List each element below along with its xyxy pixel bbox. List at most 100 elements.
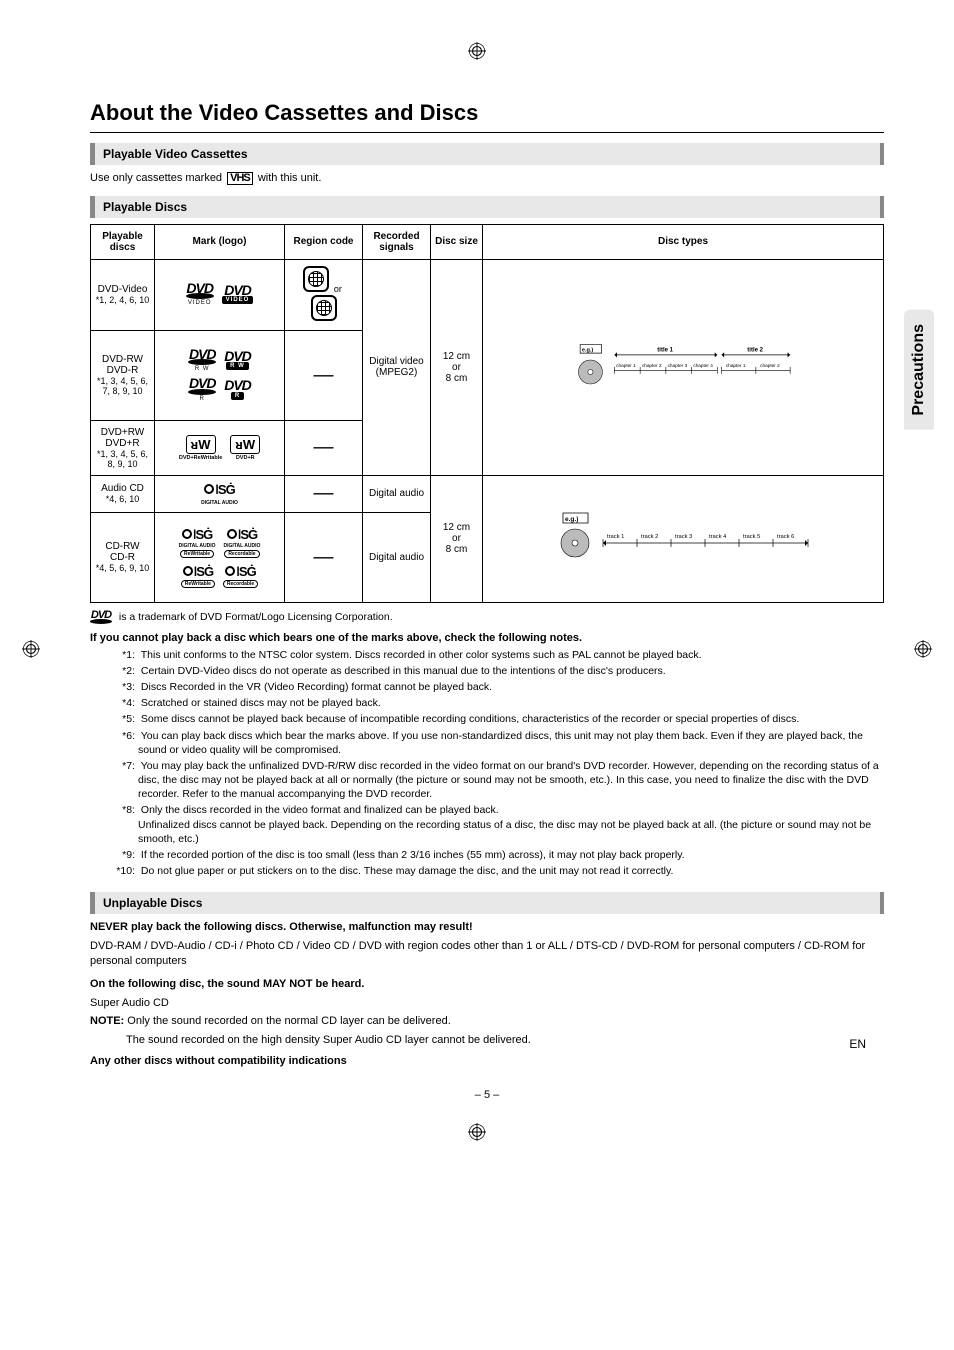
region-globe-icon	[311, 295, 337, 321]
cell-disc-types: e.g.) track 1 track 2 track 3 track 4 tr…	[483, 475, 884, 602]
cd-r-logo-icon: ǀSĠDIGITAL AUDIORecordable	[224, 527, 261, 558]
note-item: *9: If the recorded portion of the disc …	[114, 848, 884, 862]
th-playable: Playable discs	[91, 224, 155, 259]
sound-text: Super Audio CD	[90, 996, 884, 1011]
note-item: *5: Some discs cannot be played back bec…	[114, 712, 884, 726]
cell-signals: Digital video (MPEG2)	[363, 259, 431, 475]
disc-name: DVD+R	[105, 438, 139, 449]
disc-name: DVD+RW	[101, 427, 144, 438]
th-signals: Recorded signals	[363, 224, 431, 259]
cell-region: or	[285, 259, 363, 330]
never-text: DVD-RAM / DVD-Audio / CD-i / Photo CD / …	[90, 939, 884, 969]
svg-text:track 3: track 3	[675, 534, 692, 540]
dvd-logo-icon: DVDVIDEO	[222, 285, 254, 304]
or-text: or	[334, 284, 342, 294]
note-line-2: The sound recorded on the high density S…	[90, 1033, 884, 1048]
language-indicator: EN	[849, 1037, 866, 1051]
cell-region: —	[285, 512, 363, 602]
disc-name: CD-RW	[105, 541, 139, 552]
cell-disc-name: DVD+RW DVD+R *1, 3, 4, 5, 6, 8, 9, 10	[91, 420, 155, 475]
vhs-logo-icon: VHS	[227, 172, 253, 185]
cell-size: 12 cm or 8 cm	[431, 475, 483, 602]
th-types: Disc types	[483, 224, 884, 259]
never-heading: NEVER play back the following discs. Oth…	[90, 920, 884, 935]
other-heading: Any other discs without compatibility in…	[90, 1054, 884, 1069]
cell-signals: Digital audio	[363, 475, 431, 512]
cell-logo: ǀSĠDIGITAL AUDIOReWritable ǀSĠDIGITAL AU…	[155, 512, 285, 602]
svg-text:track 5: track 5	[743, 534, 760, 540]
dvd-logo-icon: DVDVIDEO	[186, 283, 214, 306]
section-playable-cassettes: Playable Video Cassettes	[90, 143, 884, 165]
cell-disc-name: DVD-Video *1, 2, 4, 6, 10	[91, 259, 155, 330]
svg-text:title 2: title 2	[747, 347, 763, 353]
section-heading: Playable Video Cassettes	[103, 147, 248, 161]
disc-notes: *4, 6, 10	[95, 494, 150, 504]
note-item: *10: Do not glue paper or put stickers o…	[114, 864, 884, 878]
svg-text:track 4: track 4	[709, 534, 727, 540]
cd-structure-diagram: e.g.) track 1 track 2 track 3 track 4 tr…	[487, 507, 879, 567]
region-globe-icon	[303, 266, 329, 292]
note-item: *3: Discs Recorded in the VR (Video Reco…	[114, 680, 884, 694]
svg-text:chapter 2: chapter 2	[760, 363, 780, 368]
dvd-rw-logo-icon: DVDR W	[188, 349, 216, 372]
cell-disc-types: e.g.) title 1 title 2	[483, 259, 884, 475]
playable-discs-table: Playable discs Mark (logo) Region code R…	[90, 224, 884, 603]
section-heading: Unplayable Discs	[103, 896, 202, 910]
disc-name: DVD-R	[107, 365, 139, 376]
note-item: *4: Scratched or stained discs may not b…	[114, 696, 884, 710]
dvd-r-logo-icon: DVDR	[188, 378, 216, 401]
svg-text:e.g.): e.g.)	[582, 347, 594, 353]
cell-region: —	[285, 420, 363, 475]
note-label: NOTE:	[90, 1015, 124, 1027]
text: is a trademark of DVD Format/Logo Licens…	[119, 611, 393, 623]
notes-list: *1: This unit conforms to the NTSC color…	[90, 648, 884, 879]
cell-logo: DVDR W DVDR W DVDR DVDR	[155, 330, 285, 420]
svg-text:track 6: track 6	[777, 534, 794, 540]
disc-name: DVD-RW	[102, 354, 143, 365]
cell-disc-name: CD-RW CD-R *4, 5, 6, 9, 10	[91, 512, 155, 602]
section-playable-discs: Playable Discs	[90, 196, 884, 218]
note-item: *8: Only the discs recorded in the video…	[114, 803, 884, 846]
cassettes-instruction: Use only cassettes marked VHS with this …	[90, 171, 884, 186]
cd-r-logo-icon: ǀSĠRecordable	[223, 564, 258, 588]
cell-size: 12 cm or 8 cm	[431, 259, 483, 475]
cd-rw-logo-icon: ǀSĠDIGITAL AUDIOReWritable	[179, 527, 216, 558]
note-item: *2: Certain DVD-Video discs do not opera…	[114, 664, 884, 678]
dvd-rw-logo-icon: DVDR W	[224, 351, 251, 370]
text: Use only cassettes marked	[90, 172, 225, 184]
cd-rw-logo-icon: ǀSĠReWritable	[181, 564, 215, 588]
cell-disc-name: DVD-RW DVD-R *1, 3, 4, 5, 6, 7, 8, 9, 10	[91, 330, 155, 420]
svg-text:track 2: track 2	[641, 534, 658, 540]
dvd-logo-icon: DVD	[90, 611, 112, 624]
note-line: NOTE: Only the sound recorded on the nor…	[90, 1014, 884, 1029]
page-number: – 5 –	[90, 1089, 884, 1101]
disc-name: DVD-Video	[98, 284, 148, 295]
note-item: *7: You may play back the unfinalized DV…	[114, 759, 884, 802]
sound-heading: On the following disc, the sound MAY NOT…	[90, 977, 884, 992]
dvd-structure-diagram: e.g.) title 1 title 2	[487, 336, 879, 396]
svg-text:chapter 3: chapter 3	[668, 363, 688, 368]
cell-logo: ᴚWDVD+ReWritable ᴚWDVD+R	[155, 420, 285, 475]
svg-text:chapter 1: chapter 1	[616, 363, 636, 368]
th-size: Disc size	[431, 224, 483, 259]
cell-signals: Digital audio	[363, 512, 431, 602]
svg-text:chapter 2: chapter 2	[642, 363, 662, 368]
cell-disc-name: Audio CD *4, 6, 10	[91, 475, 155, 512]
dvd-plus-rw-logo-icon: ᴚWDVD+ReWritable	[179, 435, 222, 461]
text: with this unit.	[258, 172, 322, 184]
cell-logo: DVDVIDEO DVDVIDEO	[155, 259, 285, 330]
cell-logo: ǀSĠ DIGITAL AUDIO	[155, 475, 285, 512]
th-region: Region code	[285, 224, 363, 259]
cell-region: —	[285, 475, 363, 512]
section-unplayable-discs: Unplayable Discs	[90, 892, 884, 914]
disc-notes: *1, 2, 4, 6, 10	[95, 295, 150, 305]
section-heading: Playable Discs	[103, 200, 187, 214]
svg-text:chapter 1: chapter 1	[726, 363, 746, 368]
notes-heading: If you cannot play back a disc which bea…	[90, 632, 884, 644]
disc-notes: *1, 3, 4, 5, 6, 8, 9, 10	[95, 449, 150, 469]
note-item: *6: You can play back discs which bear t…	[114, 729, 884, 757]
svg-text:chapter 4: chapter 4	[693, 363, 713, 368]
disc-name: Audio CD	[101, 483, 144, 494]
svg-text:title 1: title 1	[657, 347, 673, 353]
trademark-notice: DVD is a trademark of DVD Format/Logo Li…	[90, 611, 884, 624]
